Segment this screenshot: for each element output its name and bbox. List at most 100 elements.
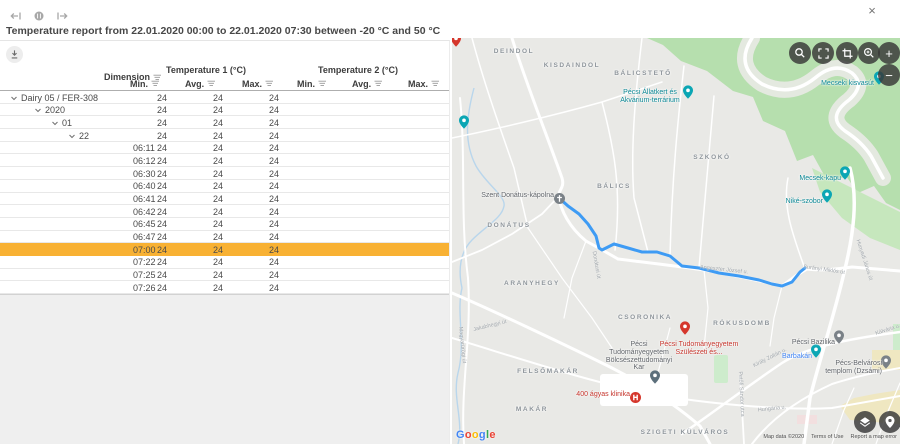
column-header-dimension[interactable]: Dimension [104, 63, 162, 91]
map-area-label: BÁLICSTETŐ [614, 70, 672, 77]
expand-chevron-icon[interactable] [51, 120, 59, 127]
report-map-error-link[interactable]: Report a map error [850, 434, 897, 440]
row-value: 24 [268, 143, 279, 154]
row-value: 24 [156, 206, 167, 217]
table-row[interactable]: Dairy 05 / FER-308 24 24 24 [0, 91, 449, 104]
row-value: 24 [156, 130, 167, 141]
row-label: 06:40 [133, 181, 156, 192]
poi-label-nike-szobor[interactable]: Niké-szobor [785, 198, 823, 205]
table-row[interactable]: 22 24 24 24 [0, 129, 449, 142]
red-pin-icon[interactable] [452, 38, 461, 52]
gray-pin-icon[interactable] [834, 330, 844, 349]
collapse-left-icon[interactable] [9, 9, 22, 22]
church-icon[interactable] [554, 191, 565, 209]
poi-label-mecsek-kapu[interactable]: Mecsek-kapu [799, 175, 841, 182]
row-value: 24 [212, 206, 223, 217]
poi-label-mecseki-kisvasut[interactable]: Mecseki kisvasút [821, 80, 874, 87]
google-logo[interactable]: Google [456, 429, 496, 441]
expand-chevron-icon[interactable] [34, 107, 42, 114]
table-row[interactable]: 06:30 24 24 24 [0, 167, 449, 180]
table-row[interactable]: 07:22 24 24 24 [0, 255, 449, 269]
poi-label-pecsi-bazilika[interactable]: Pécsi Bazilika [791, 339, 835, 346]
map-area-label: FELSŐMAKÁR [517, 368, 579, 375]
table-row[interactable]: 06:12 24 24 24 [0, 154, 449, 168]
map-area-label: CSORONIKA [617, 314, 673, 321]
poi-label-szent-donatus-kapolna[interactable]: Szent Donátus-kápolna [481, 192, 554, 199]
table-row[interactable]: 06:47 24 24 24 [0, 230, 449, 244]
poi-label-pecs-belvarosi-templom[interactable]: Pécs-Belvárosi templom (Dzsámi) [825, 360, 882, 375]
expand-chevron-icon[interactable] [10, 95, 18, 102]
close-button[interactable]: × [868, 3, 876, 18]
download-icon [11, 50, 18, 59]
toolbar [9, 9, 68, 22]
map-search-button[interactable] [789, 42, 811, 64]
row-value: 24 [268, 130, 279, 141]
teal-pin-icon[interactable] [811, 344, 821, 363]
sort-icon [374, 80, 383, 86]
red-pin-icon[interactable] [680, 321, 690, 340]
map-street-label: Jakabhegyi út [472, 318, 508, 334]
school-pin-icon[interactable] [650, 370, 660, 389]
download-report-button[interactable] [6, 46, 23, 63]
teal-pin-icon[interactable] [683, 85, 693, 104]
table-row[interactable]: 06:40 24 24 24 [0, 179, 449, 193]
group-header-temperature-1: Temperature 1 (°C) [166, 65, 246, 75]
teal-pin-icon[interactable] [822, 189, 832, 208]
row-value: 24 [212, 232, 223, 243]
row-value: 24 [268, 244, 279, 255]
row-value: 24 [268, 181, 279, 192]
row-value: 24 [156, 105, 167, 116]
map[interactable]: DEINDOL KISDAINDOL BÁLICSTETŐ SZKOKÓ BÁLICS D… [452, 38, 900, 444]
poi-label-400-agyas-klinika[interactable]: 400 ágyas klinika [576, 391, 630, 398]
row-label: 06:45 [133, 219, 156, 230]
row-value: 24 [268, 232, 279, 243]
column-header-avg-1[interactable]: Avg. [185, 77, 216, 90]
table-row[interactable]: 07:00 24 24 24 [0, 243, 449, 256]
map-layers-button[interactable] [854, 411, 876, 433]
record-icon[interactable] [32, 9, 45, 22]
row-value: 24 [268, 282, 279, 293]
gray-pin-icon[interactable] [881, 355, 891, 374]
map-fullscreen-button[interactable] [812, 42, 834, 64]
expand-right-icon[interactable] [55, 9, 68, 22]
table-row[interactable]: 06:11 24 24 24 [0, 141, 449, 155]
map-location-button[interactable] [879, 411, 900, 433]
column-header-min-1[interactable]: Min. [130, 77, 160, 90]
hospital-icon[interactable] [630, 390, 641, 408]
poi-label-pecsi-allatkert[interactable]: Pécsi Állatkert és Akvárium-terrárium [620, 89, 680, 104]
terms-of-use-link[interactable]: Terms of Use [811, 434, 844, 440]
poi-label-barbakan[interactable]: Barbakán [782, 353, 812, 360]
poi-label-pte-bolcseszettudomanyi-kar[interactable]: Pécsi Tudományegyetem Bölcsészettudomány… [605, 341, 673, 372]
table-row[interactable]: 2020 24 24 24 [0, 103, 449, 117]
map-zoom-area-button[interactable] [858, 42, 880, 64]
map-area-label: BÁLICS [597, 183, 631, 190]
table-row[interactable]: 06:45 24 24 24 [0, 217, 449, 231]
sort-icon[interactable] [153, 74, 162, 81]
map-zoom-in-button[interactable]: + [878, 42, 900, 64]
poi-label-pte-szuleszeti[interactable]: Pécsi Tudományegyetem Szülészeti és... [659, 341, 739, 356]
teal-pin-icon[interactable] [840, 166, 850, 185]
column-header-min-2[interactable]: Min. [297, 77, 327, 90]
column-header-avg-2[interactable]: Avg. [352, 77, 383, 90]
table-row[interactable]: 07:25 24 24 24 [0, 268, 449, 282]
teal-pin-icon[interactable] [459, 115, 469, 134]
column-header-max-1[interactable]: Max. [242, 77, 274, 90]
map-crop-button[interactable] [836, 42, 858, 64]
table-row[interactable]: 06:41 24 24 24 [0, 192, 449, 206]
row-value: 24 [156, 257, 167, 268]
titlebar: Temperature report from 22.01.2020 00:00… [0, 0, 900, 38]
column-header-max-2[interactable]: Max. [408, 77, 440, 90]
report-table-panel: Dimension Temperature 1 (°C) Temperature… [0, 40, 450, 444]
table-row[interactable]: 07:26 24 24 24 [0, 281, 449, 294]
row-value: 24 [212, 282, 223, 293]
table-row[interactable]: 01 24 24 24 [0, 116, 449, 130]
table-row[interactable]: 06:42 24 24 24 [0, 205, 449, 218]
crop-icon [841, 47, 853, 59]
map-zoom-out-button[interactable]: − [878, 64, 900, 86]
route-polyline[interactable] [556, 195, 807, 288]
map-street-label: Surányi Miklós út [802, 264, 846, 276]
report-title: Temperature report from 22.01.2020 00:00… [6, 25, 441, 37]
zoom-area-icon [863, 47, 874, 58]
expand-chevron-icon[interactable] [68, 133, 76, 140]
